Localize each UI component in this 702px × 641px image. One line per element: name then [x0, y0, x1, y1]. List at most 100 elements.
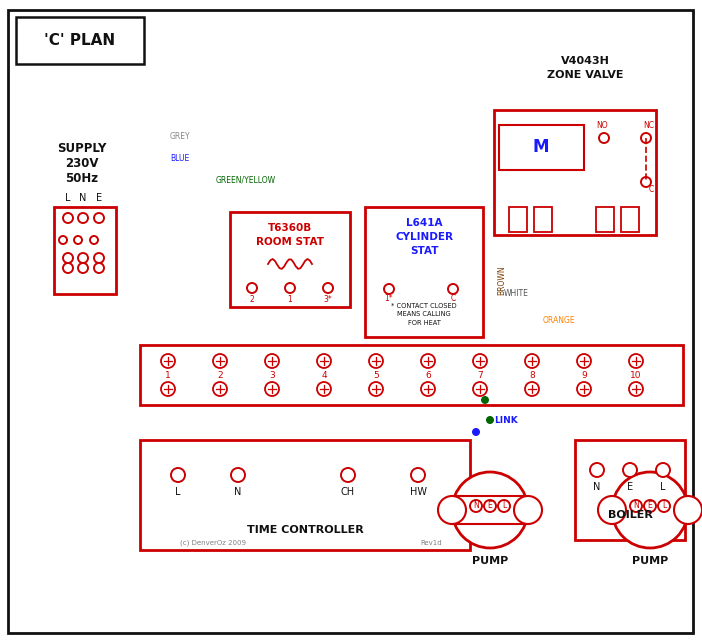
Text: L: L — [662, 501, 666, 510]
Text: CYLINDER: CYLINDER — [395, 232, 453, 242]
Circle shape — [473, 354, 487, 368]
Circle shape — [411, 468, 425, 482]
Circle shape — [470, 500, 482, 512]
Circle shape — [171, 468, 185, 482]
Text: GREY: GREY — [170, 132, 191, 141]
Circle shape — [473, 382, 487, 396]
Circle shape — [630, 500, 642, 512]
Text: C: C — [649, 185, 654, 194]
Circle shape — [514, 496, 542, 524]
Circle shape — [421, 354, 435, 368]
Circle shape — [247, 283, 257, 293]
Circle shape — [78, 253, 88, 263]
Circle shape — [438, 496, 466, 524]
Text: * CONTACT CLOSED
MEANS CALLING
FOR HEAT: * CONTACT CLOSED MEANS CALLING FOR HEAT — [391, 303, 457, 326]
Circle shape — [481, 396, 489, 404]
Text: L641A: L641A — [406, 218, 442, 228]
Circle shape — [59, 236, 67, 244]
Circle shape — [525, 382, 539, 396]
Text: 8: 8 — [529, 370, 535, 379]
Text: E: E — [648, 501, 652, 510]
Circle shape — [612, 472, 688, 548]
Circle shape — [448, 284, 458, 294]
FancyBboxPatch shape — [140, 345, 683, 405]
Circle shape — [161, 354, 175, 368]
Circle shape — [629, 382, 643, 396]
Text: C: C — [451, 294, 456, 303]
Text: M: M — [533, 138, 549, 156]
Text: 7: 7 — [477, 370, 483, 379]
Text: E: E — [488, 501, 492, 510]
FancyBboxPatch shape — [365, 207, 483, 337]
Circle shape — [674, 496, 702, 524]
Circle shape — [63, 263, 73, 273]
Circle shape — [341, 468, 355, 482]
FancyBboxPatch shape — [452, 496, 528, 524]
Circle shape — [161, 382, 175, 396]
Circle shape — [90, 236, 98, 244]
Circle shape — [213, 354, 227, 368]
Text: 3*: 3* — [324, 295, 332, 304]
Text: 2: 2 — [250, 295, 254, 304]
Text: PUMP: PUMP — [472, 556, 508, 566]
Circle shape — [598, 496, 626, 524]
Text: CH: CH — [341, 487, 355, 497]
Circle shape — [452, 472, 528, 548]
Circle shape — [641, 133, 651, 143]
FancyBboxPatch shape — [575, 440, 685, 540]
Text: STAT: STAT — [410, 246, 438, 256]
FancyBboxPatch shape — [8, 10, 693, 633]
FancyBboxPatch shape — [16, 17, 144, 64]
Text: WHITE: WHITE — [504, 289, 529, 298]
Text: N: N — [79, 193, 86, 203]
Circle shape — [629, 354, 643, 368]
Text: 9: 9 — [581, 370, 587, 379]
Circle shape — [486, 416, 494, 424]
Text: NC: NC — [644, 121, 654, 130]
Circle shape — [590, 463, 604, 477]
Circle shape — [78, 263, 88, 273]
FancyBboxPatch shape — [230, 212, 350, 307]
Text: ORANGE: ORANGE — [543, 316, 576, 325]
Circle shape — [265, 354, 279, 368]
FancyBboxPatch shape — [499, 125, 584, 170]
Circle shape — [641, 177, 651, 187]
Text: BOILER: BOILER — [607, 510, 652, 520]
Text: T6360B: T6360B — [268, 223, 312, 233]
Circle shape — [74, 236, 82, 244]
Circle shape — [94, 213, 104, 223]
FancyBboxPatch shape — [494, 110, 656, 235]
Text: L: L — [502, 501, 506, 510]
Text: 50Hz: 50Hz — [65, 172, 98, 185]
Text: Rev1d: Rev1d — [420, 540, 442, 546]
Text: 1: 1 — [165, 370, 171, 379]
Circle shape — [656, 463, 670, 477]
Circle shape — [369, 382, 383, 396]
Text: 230V: 230V — [65, 156, 99, 169]
Text: HW: HW — [409, 487, 427, 497]
Circle shape — [317, 354, 331, 368]
Text: BLUE: BLUE — [170, 154, 190, 163]
FancyBboxPatch shape — [140, 440, 470, 550]
Circle shape — [231, 468, 245, 482]
FancyBboxPatch shape — [612, 496, 688, 524]
Circle shape — [78, 213, 88, 223]
Circle shape — [63, 213, 73, 223]
Circle shape — [658, 500, 670, 512]
Circle shape — [472, 428, 480, 436]
Text: 10: 10 — [630, 370, 642, 379]
Circle shape — [317, 382, 331, 396]
Text: BROWN: BROWN — [497, 265, 506, 295]
Text: 1*: 1* — [385, 294, 393, 303]
Circle shape — [94, 253, 104, 263]
Text: N: N — [593, 482, 601, 492]
Circle shape — [323, 283, 333, 293]
Text: V4043H
ZONE VALVE: V4043H ZONE VALVE — [547, 56, 623, 79]
Circle shape — [623, 463, 637, 477]
Circle shape — [484, 500, 496, 512]
Circle shape — [265, 382, 279, 396]
Text: 1: 1 — [288, 295, 292, 304]
Circle shape — [577, 382, 591, 396]
Circle shape — [421, 382, 435, 396]
Circle shape — [63, 253, 73, 263]
